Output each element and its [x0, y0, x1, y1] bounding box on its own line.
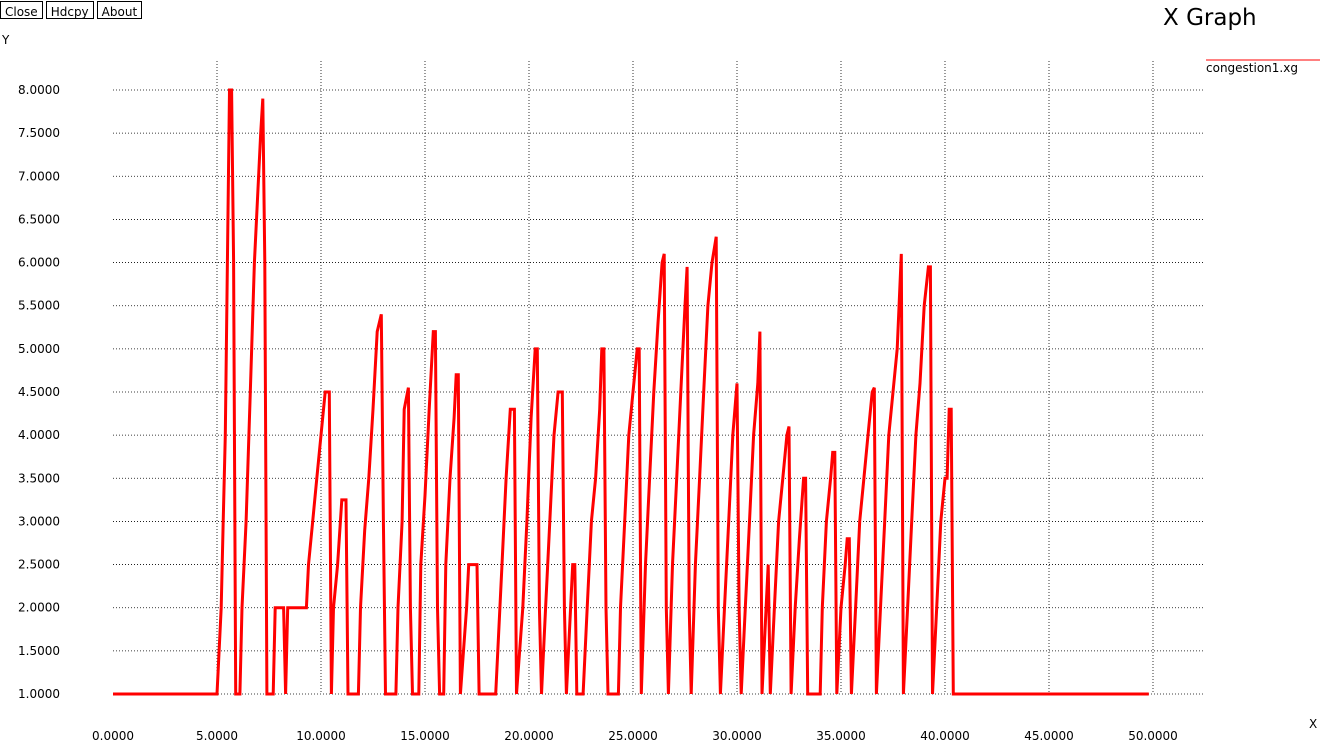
y-tick-label: 7.5000 [18, 126, 60, 140]
x-tick-labels: 0.0000 5.0000 10.0000 15.0000 20.0000 25.0000… [92, 729, 1178, 743]
legend-label: congestion1.xg [1206, 61, 1298, 75]
x-tick-label: 15.0000 [400, 729, 450, 743]
y-tick-label: 4.5000 [18, 385, 60, 399]
x-tick-label: 10.0000 [296, 729, 346, 743]
close-button[interactable]: Close [0, 1, 43, 19]
x-tick-label: 20.0000 [504, 729, 554, 743]
window-title: X Graph [1163, 5, 1257, 31]
y-tick-label: 1.0000 [18, 687, 60, 701]
x-tick-label: 5.0000 [196, 729, 238, 743]
hardcopy-button[interactable]: Hdcpy [45, 1, 94, 19]
y-tick-label: 3.5000 [18, 471, 60, 485]
x-tick-label: 25.0000 [608, 729, 658, 743]
y-tick-label: 5.5000 [18, 299, 60, 313]
about-button[interactable]: About [96, 1, 143, 19]
grid [113, 61, 1205, 695]
y-axis-label: Y [1, 33, 10, 47]
y-tick-label: 6.0000 [18, 256, 60, 270]
x-tick-label: 40.0000 [920, 729, 970, 743]
y-tick-label: 7.0000 [18, 169, 60, 183]
x-axis-label: X [1309, 717, 1317, 731]
x-tick-label: 30.0000 [712, 729, 762, 743]
x-tick-label: 50.0000 [1128, 729, 1178, 743]
x-tick-label: 0.0000 [92, 729, 134, 743]
y-tick-label: 1.5000 [18, 644, 60, 658]
x-tick-label: 45.0000 [1024, 729, 1074, 743]
toolbar: Close Hdcpy About [0, 1, 143, 19]
legend: congestion1.xg [1206, 59, 1320, 75]
y-tick-label: 6.5000 [18, 212, 60, 226]
y-tick-label: 8.0000 [18, 83, 60, 97]
y-tick-labels: 1.0000 1.5000 2.0000 2.5000 3.0000 3.5000 4.00… [18, 83, 60, 701]
y-tick-label: 2.0000 [18, 601, 60, 615]
series-group [113, 88, 1149, 696]
y-tick-label: 5.0000 [18, 342, 60, 356]
x-tick-label: 35.0000 [816, 729, 866, 743]
y-tick-label: 2.5000 [18, 558, 60, 572]
series-line-congestion1 [113, 88, 1149, 696]
y-tick-label: 3.0000 [18, 514, 60, 528]
y-tick-label: 4.0000 [18, 428, 60, 442]
